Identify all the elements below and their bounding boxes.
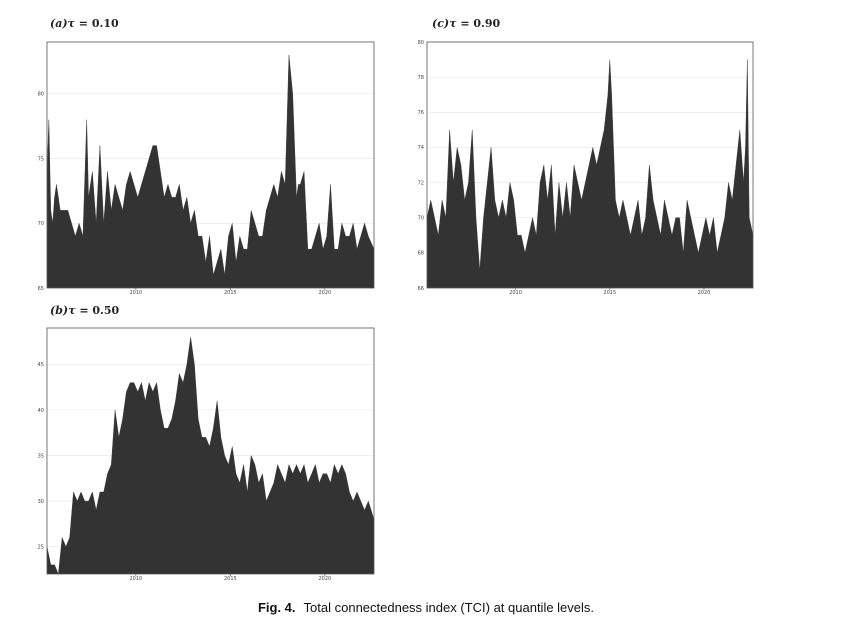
y-tick-label: 80 (38, 92, 44, 98)
y-tick-label: 66 (418, 286, 424, 292)
y-tick-label: 45 (38, 362, 44, 368)
panel-a-title: (a)τ = 0.10 (50, 17, 119, 30)
y-tick-label: 76 (418, 110, 424, 116)
y-tick-label: 40 (38, 408, 44, 414)
y-tick-label: 75 (38, 156, 44, 162)
x-tick-label: 2020 (698, 290, 711, 296)
panel-c-title: (c)τ = 0.90 (432, 17, 501, 30)
y-tick-label: 25 (38, 544, 44, 550)
area-series (47, 337, 374, 574)
panel-b-title: (b)τ = 0.50 (50, 304, 120, 317)
x-tick-label: 2010 (509, 290, 522, 296)
y-tick-label: 70 (418, 216, 424, 222)
x-tick-label: 2015 (224, 576, 237, 582)
figure-caption-text: Total connectedness index (TCI) at quant… (303, 600, 595, 615)
y-tick-label: 30 (38, 499, 44, 505)
y-tick-label: 74 (418, 145, 424, 151)
plot-frame (46, 327, 375, 575)
y-tick-label: 72 (418, 180, 424, 186)
plot-frame (46, 41, 375, 289)
x-tick-label: 2015 (224, 290, 237, 296)
x-tick-label: 2010 (129, 576, 142, 582)
x-tick-label: 2020 (318, 290, 331, 296)
x-tick-label: 2015 (603, 290, 616, 296)
x-tick-label: 2020 (318, 576, 331, 582)
y-tick-label: 35 (38, 453, 44, 459)
y-tick-label: 78 (418, 75, 424, 81)
figure-caption-label: Fig. 4. (257, 600, 296, 615)
figure-caption: Fig. 4. Total connectedness index (TCI) a… (0, 600, 852, 615)
plot-frame (426, 41, 754, 289)
area-series (427, 59, 753, 288)
x-tick-label: 2010 (129, 290, 142, 296)
y-tick-label: 70 (38, 221, 44, 227)
y-tick-label: 65 (38, 286, 44, 292)
y-tick-label: 68 (418, 251, 424, 257)
area-series (47, 54, 374, 288)
y-tick-label: 80 (418, 40, 424, 46)
